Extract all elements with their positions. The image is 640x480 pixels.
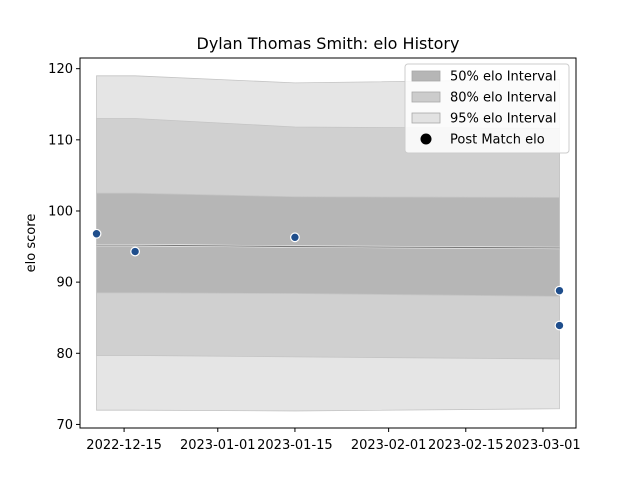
- legend-box: [404, 63, 570, 154]
- legend-swatch-2: [411, 112, 441, 124]
- data-point-2: [290, 232, 300, 243]
- legend-swatch-1: [411, 91, 441, 103]
- y-tick-label-3: 100: [48, 204, 73, 219]
- band-2: [96, 192, 560, 297]
- legend: 50% elo Interval 80% elo Interval 95% elo …: [404, 63, 570, 154]
- mean-line-layer: [96, 244, 560, 250]
- post-match-points: [91, 228, 565, 331]
- y-tick-label-2: 90: [56, 276, 73, 291]
- y-tick-label-1: 80: [56, 347, 73, 362]
- x-axis: 2022-12-15 2023-01-01 2023-01-15 2023-02-01…: [86, 428, 581, 453]
- x-tick-label-5: 2023-03-01: [505, 438, 581, 453]
- data-point-0: [91, 228, 102, 239]
- y-tick-label-4: 110: [48, 133, 73, 148]
- y-tick-label-0: 70: [56, 418, 73, 433]
- data-point-3: [554, 285, 565, 296]
- legend-swatch-0: [411, 70, 441, 82]
- y-axis: 70 80 90 100 110 120: [48, 62, 80, 433]
- plot-frame: [79, 57, 577, 429]
- chart-title: Dylan Thomas Smith: elo History: [197, 34, 460, 53]
- x-tick-label-4: 2023-02-15: [428, 438, 504, 453]
- y-tick-label-5: 120: [48, 62, 73, 77]
- legend-label-1: 80% elo Interval: [450, 91, 557, 106]
- x-tick-label-2: 2023-01-15: [257, 438, 333, 453]
- x-tick-label-3: 2023-02-01: [351, 438, 427, 453]
- legend-label-3: Post Match elo: [450, 133, 545, 148]
- y-axis-label: elo score: [24, 214, 39, 273]
- mean-line: [96, 244, 560, 249]
- legend-label-2: 95% elo Interval: [450, 112, 557, 127]
- legend-label-0: 50% elo Interval: [450, 70, 557, 85]
- data-point-1: [130, 246, 141, 257]
- legend-marker-3: [420, 133, 432, 145]
- data-point-4: [554, 320, 565, 331]
- x-tick-label-1: 2023-01-01: [180, 438, 256, 453]
- interval-bands: [96, 75, 560, 412]
- x-tick-label-0: 2022-12-15: [86, 438, 162, 453]
